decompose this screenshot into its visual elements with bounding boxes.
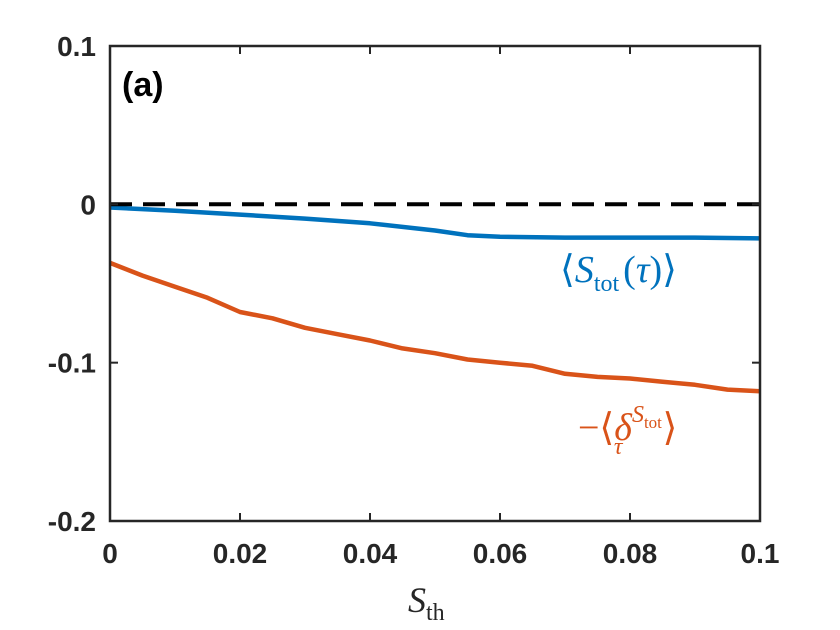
x-tick-label: 0.1 bbox=[741, 538, 780, 569]
axes-box bbox=[108, 44, 762, 523]
series-label-stot: ⟨Stot (τ)⟩ bbox=[560, 249, 677, 297]
label-var: S bbox=[575, 249, 594, 291]
x-axis-label: Sth bbox=[408, 580, 445, 626]
label-close-bracket: ⟩ bbox=[662, 249, 677, 291]
y-tick-label: -0.1 bbox=[48, 348, 96, 379]
x-tick-label: 0.02 bbox=[213, 538, 268, 569]
label-var: δ bbox=[614, 407, 633, 449]
tick-labels: 0 0.02 0.04 0.06 0.08 0.1 0.1 0 -0.1 -0.2 bbox=[48, 31, 780, 569]
series-line--delta-tau-s-tot bbox=[109, 260, 761, 394]
tick-layer bbox=[109, 45, 761, 522]
y-tick-label: 0 bbox=[80, 189, 96, 220]
panel-label: (a) bbox=[122, 66, 164, 104]
label-args: ( bbox=[623, 249, 636, 291]
label-args-close: ) bbox=[649, 249, 662, 291]
label-sub: τ bbox=[614, 434, 624, 460]
label-sub: tot bbox=[594, 271, 620, 297]
xlabel-sub: th bbox=[426, 600, 445, 626]
series-label-delta: −⟨δStot τ ⟩ bbox=[578, 402, 677, 460]
label-sup: S bbox=[632, 402, 644, 428]
y-tick-label: 0.1 bbox=[57, 31, 96, 62]
label-prefix: −⟨ bbox=[578, 407, 614, 449]
x-tick-label: 0.04 bbox=[343, 538, 398, 569]
label-open-bracket: ⟨ bbox=[560, 249, 575, 291]
x-tick-label: 0 bbox=[102, 538, 118, 569]
series-line-s-tot-tau- bbox=[109, 205, 761, 241]
x-tick-label: 0.08 bbox=[603, 538, 658, 569]
x-tick-label: 0.06 bbox=[473, 538, 528, 569]
label-tau: τ bbox=[636, 249, 651, 291]
label-supsub: tot bbox=[644, 413, 662, 432]
label-close-bracket: ⟩ bbox=[662, 407, 677, 449]
xlabel-var: S bbox=[408, 580, 426, 620]
y-tick-label: -0.2 bbox=[48, 506, 96, 537]
series-layer bbox=[109, 202, 761, 394]
